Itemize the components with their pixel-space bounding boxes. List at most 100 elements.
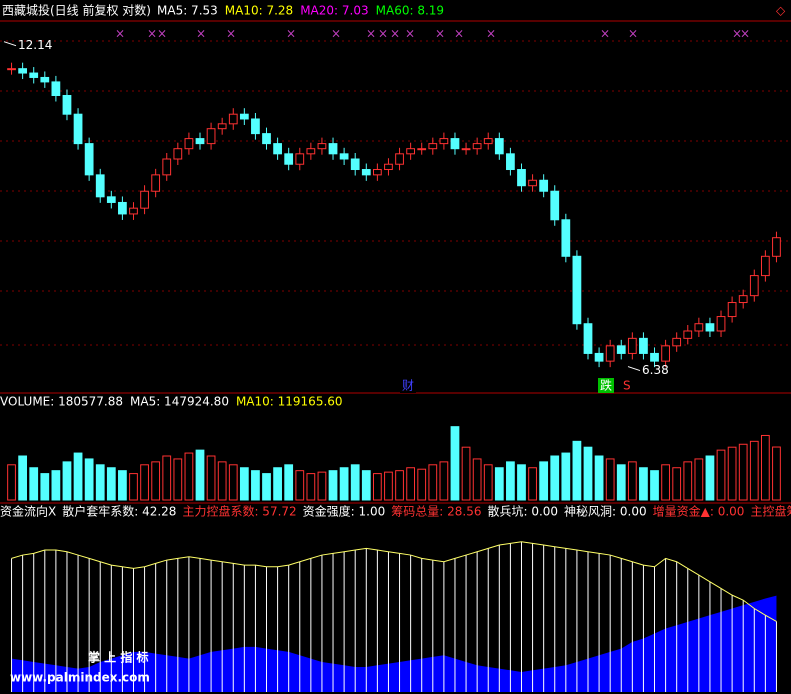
volume-bar — [173, 458, 183, 501]
candle — [384, 163, 393, 171]
volume-bar — [84, 458, 94, 501]
volume-bar — [62, 461, 72, 501]
candle — [162, 158, 172, 176]
candle — [306, 148, 316, 155]
marker: 跌 — [600, 378, 612, 393]
volume-bar — [118, 470, 127, 501]
candle — [206, 128, 216, 145]
volume-bar — [406, 467, 416, 501]
signal-cross: × — [600, 27, 610, 41]
candle — [106, 196, 116, 203]
candle — [262, 133, 271, 145]
header-value: VOLUME: 180577.88 — [0, 395, 123, 409]
candle — [561, 219, 571, 257]
volume-bar — [539, 461, 549, 501]
header-value: MA5: 147924.80 — [130, 395, 229, 409]
volume-bar — [29, 467, 39, 501]
candle — [51, 81, 61, 96]
volume-bar — [517, 464, 526, 501]
candle — [29, 72, 39, 78]
volume-bar — [450, 426, 460, 501]
volume-bar — [262, 473, 271, 501]
candle — [295, 153, 305, 165]
header-value: MA60: 8.19 — [376, 4, 444, 18]
volume-bar — [683, 461, 693, 501]
candle — [129, 207, 138, 215]
watermark: www.palmindex.com — [10, 671, 150, 685]
signal-cross: × — [435, 27, 445, 41]
candle — [760, 255, 770, 277]
header-value: 主控盘筹码: 0.0 — [750, 504, 791, 519]
header-value: MA10: 7.28 — [225, 4, 293, 18]
signal-cross: × — [486, 27, 496, 41]
header-value: 资金强度: 1.00 — [303, 504, 386, 519]
signal-cross: × — [454, 27, 464, 41]
candle — [661, 345, 670, 362]
candle — [738, 295, 748, 304]
low-pointer — [627, 366, 641, 372]
volume-bar — [672, 467, 682, 501]
volume-bar — [7, 464, 16, 501]
candle — [273, 143, 282, 155]
candle — [228, 113, 238, 125]
candle — [195, 138, 205, 145]
candle — [683, 330, 693, 339]
volume-bar — [705, 455, 715, 501]
candle — [151, 174, 161, 192]
candle — [528, 179, 537, 187]
candle — [328, 143, 338, 155]
signal-cross: × — [390, 27, 400, 41]
volume-bar — [273, 467, 282, 501]
candle — [7, 68, 16, 71]
volume-bar — [639, 467, 648, 501]
volume-bar — [106, 467, 116, 501]
marker: S — [623, 379, 631, 393]
candle — [694, 323, 704, 332]
header-value: 资金流向X — [0, 504, 56, 519]
candle — [749, 275, 759, 297]
candle — [472, 143, 482, 150]
candle — [705, 323, 715, 332]
volume-bar — [461, 446, 471, 501]
header-value: MA5: 7.53 — [157, 4, 218, 18]
signal-cross: × — [286, 27, 296, 41]
candle — [118, 201, 127, 215]
header-value: 神秘风洞: 0.00 — [564, 505, 647, 519]
header-value: 筹码总量: 28.56 — [391, 505, 481, 519]
volume-bar — [40, 473, 50, 501]
candle — [284, 153, 294, 165]
volume-bar — [306, 473, 316, 501]
header-value: 散兵坑: 0.00 — [487, 504, 558, 519]
candle — [84, 143, 94, 176]
candle — [605, 345, 615, 362]
signal-cross: × — [378, 27, 388, 41]
candle — [583, 323, 593, 354]
volume-bar — [650, 470, 659, 501]
volume-bar — [206, 455, 216, 501]
marker-box — [400, 378, 416, 393]
volume-bar — [528, 467, 537, 501]
volume-bar — [439, 461, 449, 501]
volume-bar — [162, 455, 172, 501]
volume-bar — [129, 473, 138, 501]
candle — [616, 345, 626, 354]
candle — [506, 153, 515, 171]
volume-bar — [760, 434, 770, 501]
retail-line — [11, 541, 777, 622]
volume-bar — [472, 458, 482, 501]
candle — [483, 138, 493, 145]
candle — [350, 158, 360, 171]
chart-title: 西藏城投(日线 前复权 对数) — [2, 3, 151, 18]
header-value: 散户套牢系数: 42.28 — [62, 504, 176, 519]
control-area — [11, 595, 777, 692]
candle — [672, 337, 682, 347]
candle — [406, 148, 416, 155]
volume-bar — [627, 461, 637, 501]
volume-bar — [483, 464, 493, 501]
candle — [428, 143, 438, 150]
candle — [317, 143, 327, 150]
candle — [18, 68, 28, 74]
volume-bar — [561, 452, 571, 501]
volume-bar — [716, 449, 726, 501]
